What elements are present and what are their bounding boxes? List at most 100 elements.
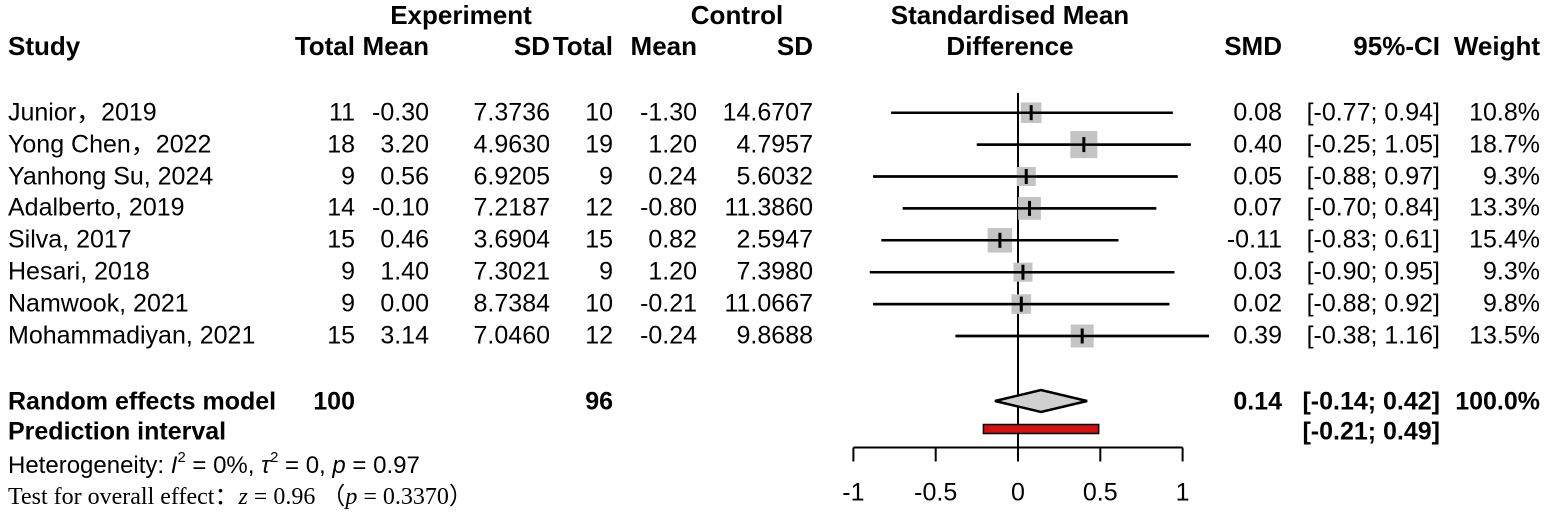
cell-weight: 10.8% <box>1469 98 1540 127</box>
cell-ctl-sd: 7.3980 <box>736 257 813 286</box>
cell-ctl-mean: 0.82 <box>648 225 697 254</box>
cell-exp-total: 18 <box>327 130 355 159</box>
cell-weight: 13.5% <box>1469 321 1540 350</box>
cell-ctl-mean: -0.24 <box>640 321 697 350</box>
cell-ctl-mean: 0.24 <box>648 162 697 190</box>
cell-ctl-sd: 14.6707 <box>722 98 813 127</box>
overall-effect-test: Test for overall effect：z = 0.96 （p = 0.… <box>8 484 473 510</box>
study-name: Junior，2019 <box>8 98 157 127</box>
cell-ctl-total: 12 <box>585 321 613 350</box>
x-axis-tick-label: -1 <box>842 479 864 507</box>
plot-title-line2: Difference <box>946 31 1074 61</box>
cell-ctl-mean: 1.20 <box>648 130 697 159</box>
prediction-interval-ci: [-0.21; 0.49] <box>1302 417 1440 446</box>
cell-ctl-sd: 4.7957 <box>736 130 813 159</box>
header-ctl-total: Total <box>552 31 613 61</box>
cell-exp-total: 9 <box>341 289 355 318</box>
prediction-interval-label: Prediction interval <box>8 417 227 446</box>
random-effects-ctl-total: 96 <box>585 387 613 416</box>
study-name: Yanhong Su, 2024 <box>8 162 214 190</box>
cell-ci: [-0.25; 1.05] <box>1306 130 1440 159</box>
study-name: Yong Chen，2022 <box>8 130 212 159</box>
cell-exp-sd: 3.6904 <box>473 225 550 254</box>
cell-smd: 0.39 <box>1233 321 1282 350</box>
random-effects-exp-total: 100 <box>313 387 355 416</box>
cell-smd: 0.08 <box>1233 98 1282 127</box>
cell-ctl-sd: 11.0667 <box>724 289 813 318</box>
cell-exp-sd: 4.9630 <box>473 130 550 159</box>
cell-exp-sd: 7.3736 <box>473 98 550 127</box>
heterogeneity-stats: Heterogeneity: I2 = 0%, τ2 = 0, p = 0.97 <box>8 449 420 479</box>
header-study: Study <box>8 31 81 61</box>
random-effects-ci: [-0.14; 0.42] <box>1302 387 1440 416</box>
cell-ci: [-0.77; 0.94] <box>1306 98 1440 127</box>
cell-weight: 15.4% <box>1469 225 1540 254</box>
cell-smd: 0.40 <box>1233 130 1282 159</box>
header-control-group: Control <box>690 0 784 30</box>
cell-ctl-sd: 2.5947 <box>736 225 813 254</box>
header-experiment-group: Experiment <box>390 0 532 30</box>
x-axis-tick-label: 0 <box>1011 479 1025 507</box>
cell-smd: 0.02 <box>1233 289 1282 318</box>
cell-ctl-mean: -0.21 <box>640 289 697 318</box>
header-exp-sd: SD <box>513 31 550 61</box>
cell-ctl-total: 10 <box>585 289 613 318</box>
header-exp-mean: Mean <box>362 31 429 61</box>
study-name: Hesari, 2018 <box>8 257 150 286</box>
cell-ctl-total: 12 <box>585 193 613 222</box>
random-effects-label: Random effects model <box>8 387 277 416</box>
header-weight: Weight <box>1453 31 1540 61</box>
cell-exp-total: 14 <box>327 193 355 222</box>
cell-ctl-total: 19 <box>585 130 613 159</box>
study-name: Namwook, 2021 <box>8 289 189 318</box>
cell-ctl-total: 9 <box>599 162 613 190</box>
cell-smd: 0.03 <box>1233 257 1282 286</box>
random-effects-weight: 100.0% <box>1455 387 1540 416</box>
prediction-interval-bar <box>982 423 1100 435</box>
cell-weight: 9.3% <box>1483 162 1540 190</box>
cell-exp-mean: 0.46 <box>380 225 429 254</box>
header-smd: SMD <box>1224 31 1282 61</box>
cell-exp-mean: -0.30 <box>372 98 429 127</box>
cell-exp-mean: -0.10 <box>372 193 429 222</box>
cell-weight: 9.3% <box>1483 257 1540 286</box>
cell-weight: 9.8% <box>1483 289 1540 318</box>
cell-ctl-total: 15 <box>585 225 613 254</box>
study-name: Mohammadiyan, 2021 <box>8 321 256 350</box>
cell-exp-mean: 0.56 <box>380 162 429 190</box>
cell-ctl-mean: 1.20 <box>648 257 697 286</box>
plot-title-line1: Standardised Mean <box>890 0 1130 30</box>
cell-ctl-mean: -0.80 <box>640 193 697 222</box>
cell-exp-total: 9 <box>341 257 355 286</box>
cell-weight: 13.3% <box>1469 193 1540 222</box>
cell-ctl-mean: -1.30 <box>640 98 697 127</box>
x-axis-tick-label: -0.5 <box>914 479 957 507</box>
cell-exp-sd: 8.7384 <box>473 289 550 318</box>
cell-exp-mean: 3.20 <box>380 130 429 159</box>
cell-exp-sd: 7.3021 <box>473 257 550 286</box>
x-axis-tick-label: 1 <box>1176 479 1190 507</box>
cell-ci: [-0.38; 1.16] <box>1306 321 1440 350</box>
cell-ci: [-0.88; 0.92] <box>1306 289 1440 318</box>
cell-weight: 18.7% <box>1469 130 1540 159</box>
cell-ctl-total: 9 <box>599 257 613 286</box>
cell-exp-total: 11 <box>329 98 355 127</box>
header-ctl-mean: Mean <box>630 31 697 61</box>
cell-exp-total: 9 <box>341 162 355 190</box>
cell-ci: [-0.90; 0.95] <box>1306 257 1440 286</box>
x-axis-tick-label: 0.5 <box>1083 479 1118 507</box>
summary-diamond <box>994 388 1088 414</box>
cell-exp-total: 15 <box>327 225 355 254</box>
cell-ctl-total: 10 <box>585 98 613 127</box>
study-name: Silva, 2017 <box>8 225 132 254</box>
cell-smd: 0.07 <box>1233 193 1282 222</box>
cell-smd: -0.11 <box>1226 225 1282 254</box>
cell-ci: [-0.70; 0.84] <box>1306 193 1440 222</box>
header-ci: 95%-CI <box>1353 31 1440 61</box>
cell-exp-sd: 6.9205 <box>473 162 550 190</box>
cell-ci: [-0.88; 0.97] <box>1306 162 1440 190</box>
header-exp-total: Total <box>294 31 355 61</box>
cell-ctl-sd: 5.6032 <box>736 162 813 190</box>
